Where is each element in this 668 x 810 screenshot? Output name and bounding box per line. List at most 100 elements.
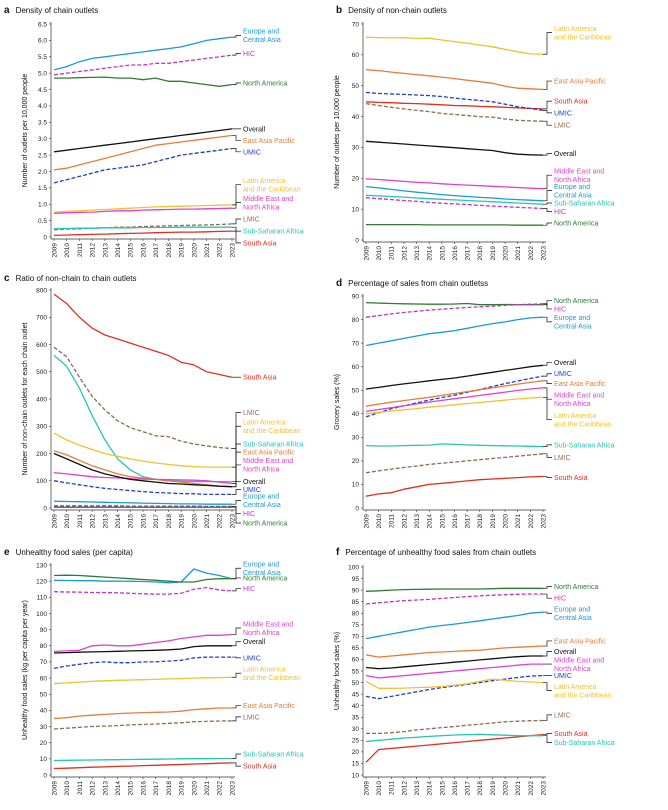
label-connector — [232, 753, 241, 759]
y-tick-label: 3.5 — [38, 120, 47, 127]
x-tick-label: 2009 — [51, 781, 58, 796]
x-tick-label: 2019 — [179, 243, 186, 258]
x-tick-label: 2020 — [502, 514, 509, 529]
label-connector — [543, 611, 552, 614]
series-label-lmic: LMIC — [554, 712, 571, 719]
label-connector — [543, 120, 552, 126]
series-label-east-asia-pacific: East Asia Pacific — [243, 138, 295, 145]
label-connector — [543, 222, 552, 226]
label-connector — [543, 586, 552, 589]
series-line-south-asia — [53, 293, 233, 378]
label-connector — [543, 444, 552, 447]
label-connector — [232, 577, 241, 580]
series-label-europe-and-central-asia: Europe and — [554, 315, 590, 322]
series-line-hic — [365, 303, 544, 318]
series-label-europe-and-central-asia: Europe and — [243, 29, 279, 36]
series-label-umic: UMIC — [554, 110, 572, 117]
label-connector — [543, 373, 552, 377]
x-tick-label: 2015 — [128, 243, 135, 258]
y-axis-title: Grocery sales (%) — [334, 374, 341, 430]
x-tick-label: 2009 — [363, 514, 370, 529]
y-tick-label: 80 — [352, 317, 360, 324]
label-connector — [232, 489, 241, 495]
y-axis-title: Number of outlets per 10,000 people — [22, 74, 29, 188]
series-line-europe-and-central-asia — [53, 568, 233, 584]
panel-b: b Density of non-chain outlets 0 10 20 30 40 50… — [334, 5, 615, 260]
y-tick-label: 45 — [352, 691, 360, 698]
series-label-east-asia-pacific: East Asia Pacific — [554, 381, 606, 388]
y-tick-label: 70 — [352, 21, 360, 28]
x-tick-label: 2014 — [427, 514, 434, 529]
y-tick-label: 5.5 — [38, 54, 47, 61]
series-label-north-america: North America — [554, 221, 598, 228]
label-connector — [232, 53, 241, 56]
label-connector — [232, 588, 241, 592]
series-label-south-asia: South Asia — [243, 240, 277, 247]
y-tick-label: 30 — [352, 145, 360, 152]
x-tick-label: 2009 — [363, 246, 370, 261]
series-label-umic: UMIC — [243, 487, 261, 494]
label-connector — [543, 80, 552, 90]
x-tick-label: 2022 — [217, 243, 224, 258]
y-tick-label: 100 — [36, 611, 47, 618]
series-label-europe-and-central-asia: Central Asia — [243, 570, 281, 577]
label-connector — [543, 32, 552, 55]
label-connector — [232, 762, 241, 767]
series-label-overall: Overall — [554, 360, 577, 367]
series-line-north-america — [366, 223, 543, 226]
y-tick-label: 400 — [36, 396, 47, 403]
y-tick-label: 40 — [352, 411, 360, 418]
series-label-latin-america-and-the-caribbean: and the Caribbean — [243, 675, 301, 682]
series-label-north-america: North America — [554, 584, 598, 591]
series-line-sub-saharan-africa — [365, 194, 544, 205]
series-label-middle-east-and-north-africa: Middle East and — [554, 168, 604, 175]
series-label-east-asia-pacific: East Asia Pacific — [243, 450, 295, 457]
y-tick-label: 120 — [36, 578, 47, 585]
label-connector — [543, 682, 552, 691]
x-tick-label: 2019 — [179, 514, 186, 529]
series-label-overall: Overall — [243, 479, 266, 486]
series-label-hic: HIC — [554, 209, 566, 216]
y-tick-label: 90 — [352, 587, 360, 594]
label-connector — [232, 230, 241, 244]
series-line-middle-east-and-north-africa — [365, 178, 544, 190]
series-line-overall — [53, 645, 232, 654]
series-line-latin-america-and-the-caribbean — [365, 396, 544, 415]
series-line-europe-and-central-asia — [53, 36, 233, 71]
series-label-middle-east-and-north-africa: North Africa — [554, 666, 591, 673]
series-label-middle-east-and-north-africa: North Africa — [243, 204, 280, 211]
y-tick-label: 6.0 — [38, 38, 47, 45]
y-tick-label: 60 — [352, 657, 360, 664]
x-tick-label: 2018 — [477, 514, 484, 529]
y-axis-title: Number of non-chain outlets for each cha… — [22, 322, 29, 475]
series-label-europe-and-central-asia: Central Asia — [243, 502, 281, 509]
series-line-umic — [53, 480, 232, 496]
series-line-overall — [53, 452, 233, 488]
series-label-middle-east-and-north-africa: North Africa — [243, 630, 280, 637]
series-line-europe-and-central-asia — [365, 185, 544, 202]
series-label-lmic: LMIC — [554, 455, 571, 462]
x-tick-label: 2014 — [115, 514, 122, 529]
y-tick-label: 20 — [352, 749, 360, 756]
x-tick-label: 2013 — [414, 514, 421, 529]
series-label-hic: HIC — [243, 51, 255, 58]
y-tick-label: 0 — [43, 772, 47, 779]
series-label-east-asia-pacific: East Asia Pacific — [243, 703, 295, 710]
x-tick-label: 2016 — [452, 246, 459, 261]
series-line-east-asia-pacific — [365, 69, 544, 91]
series-label-sub-saharan-africa: Sub-Saharan Africa — [554, 442, 615, 449]
label-connector — [232, 627, 241, 635]
x-tick-label: 2009 — [51, 514, 58, 529]
y-tick-label: 60 — [352, 364, 360, 371]
series-line-middle-east-and-north-africa — [365, 663, 543, 679]
y-tick-label: 300 — [36, 424, 47, 431]
series-label-east-asia-pacific: East Asia Pacific — [554, 79, 606, 86]
x-tick-label: 2015 — [439, 514, 446, 529]
series-label-south-asia: South Asia — [243, 375, 277, 382]
x-tick-label: 2010 — [64, 514, 71, 529]
x-tick-label: 2021 — [515, 514, 522, 529]
series-label-sub-saharan-africa: Sub-Saharan Africa — [243, 441, 304, 448]
x-tick-label: 2018 — [166, 781, 173, 796]
label-connector — [543, 174, 552, 190]
